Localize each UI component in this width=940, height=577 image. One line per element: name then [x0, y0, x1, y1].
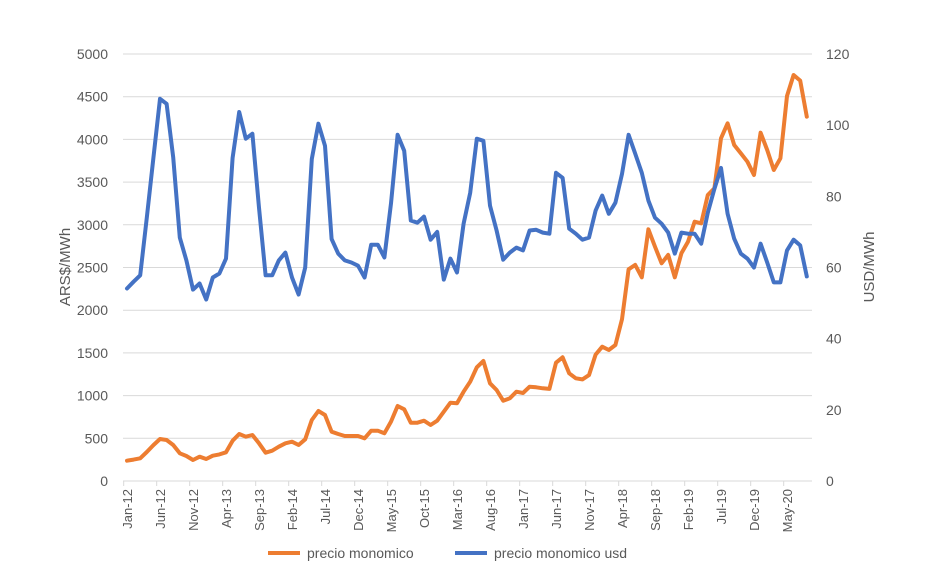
- left-axis-title: ARS$/MWh: [57, 228, 74, 306]
- left-tick-label: 2500: [77, 260, 108, 276]
- right-axis-title: USD/MWh: [861, 232, 878, 303]
- x-tick-label: Dec-19: [747, 489, 762, 531]
- left-tick-label: 5000: [77, 46, 108, 62]
- x-tick-label: Jun-12: [153, 489, 168, 529]
- series-lines: [125, 73, 809, 463]
- legend: precio monomico precio monomico usd: [268, 545, 627, 561]
- x-tick-label: Oct-15: [417, 489, 432, 528]
- left-tick-label: 3500: [77, 174, 108, 190]
- right-tick-label: 120: [826, 46, 850, 62]
- legend-label-precio-monomico-usd: precio monomico usd: [494, 545, 627, 561]
- x-tick-label: May-20: [780, 489, 795, 532]
- x-tick-label: Sep-13: [252, 489, 267, 531]
- left-tick-label: 0: [100, 473, 108, 489]
- left-tick-label: 4500: [77, 89, 108, 105]
- right-tick-label: 20: [826, 402, 842, 418]
- right-tick-label: 40: [826, 331, 842, 347]
- legend-label-precio-monomico: precio monomico: [307, 545, 414, 561]
- x-tick-label: Jun-17: [549, 489, 564, 529]
- gridlines: [123, 53, 812, 482]
- left-tick-label: 500: [85, 430, 109, 446]
- x-tick-label: Jul-19: [714, 489, 729, 524]
- x-tick-label: Apr-13: [219, 489, 234, 528]
- x-tick-label: Dec-14: [351, 489, 366, 531]
- right-tick-label: 60: [826, 260, 842, 276]
- right-tick-label: 100: [826, 117, 850, 133]
- x-tick-label: Jan-17: [516, 489, 531, 529]
- x-tick-label: Sep-18: [648, 489, 663, 531]
- left-axis-ticks: 0 500 1000 1500 2000 2500 3000 3500 4000 4500 5000: [77, 46, 108, 489]
- x-tick-label: Apr-18: [615, 489, 630, 528]
- left-tick-label: 3000: [77, 217, 108, 233]
- series-line-precio-monomico-usd: [125, 96, 809, 302]
- left-tick-label: 1000: [77, 388, 108, 404]
- right-axis-ticks: 0 20 40 60 80 100 120: [826, 46, 850, 489]
- x-axis: Jan-12 Jun-12 Nov-12 Apr-13 Sep-13 Feb-14 Jul-…: [120, 480, 812, 532]
- x-tick-label: Feb-19: [681, 489, 696, 530]
- x-tick-label: Mar-16: [450, 489, 465, 530]
- x-tick-label: Nov-12: [186, 489, 201, 531]
- x-tick-label: Nov-17: [582, 489, 597, 531]
- left-tick-label: 1500: [77, 345, 108, 361]
- x-tick-label: May-15: [384, 489, 399, 532]
- series-line-precio-monomico: [125, 73, 809, 463]
- left-tick-label: 2000: [77, 302, 108, 318]
- left-tick-label: 4000: [77, 131, 108, 147]
- x-tick-label: Jul-14: [318, 489, 333, 524]
- right-tick-label: 0: [826, 473, 834, 489]
- right-tick-label: 80: [826, 188, 842, 204]
- x-tick-label: Feb-14: [285, 489, 300, 530]
- x-tick-label: Aug-16: [483, 489, 498, 531]
- x-tick-label: Jan-12: [120, 489, 135, 529]
